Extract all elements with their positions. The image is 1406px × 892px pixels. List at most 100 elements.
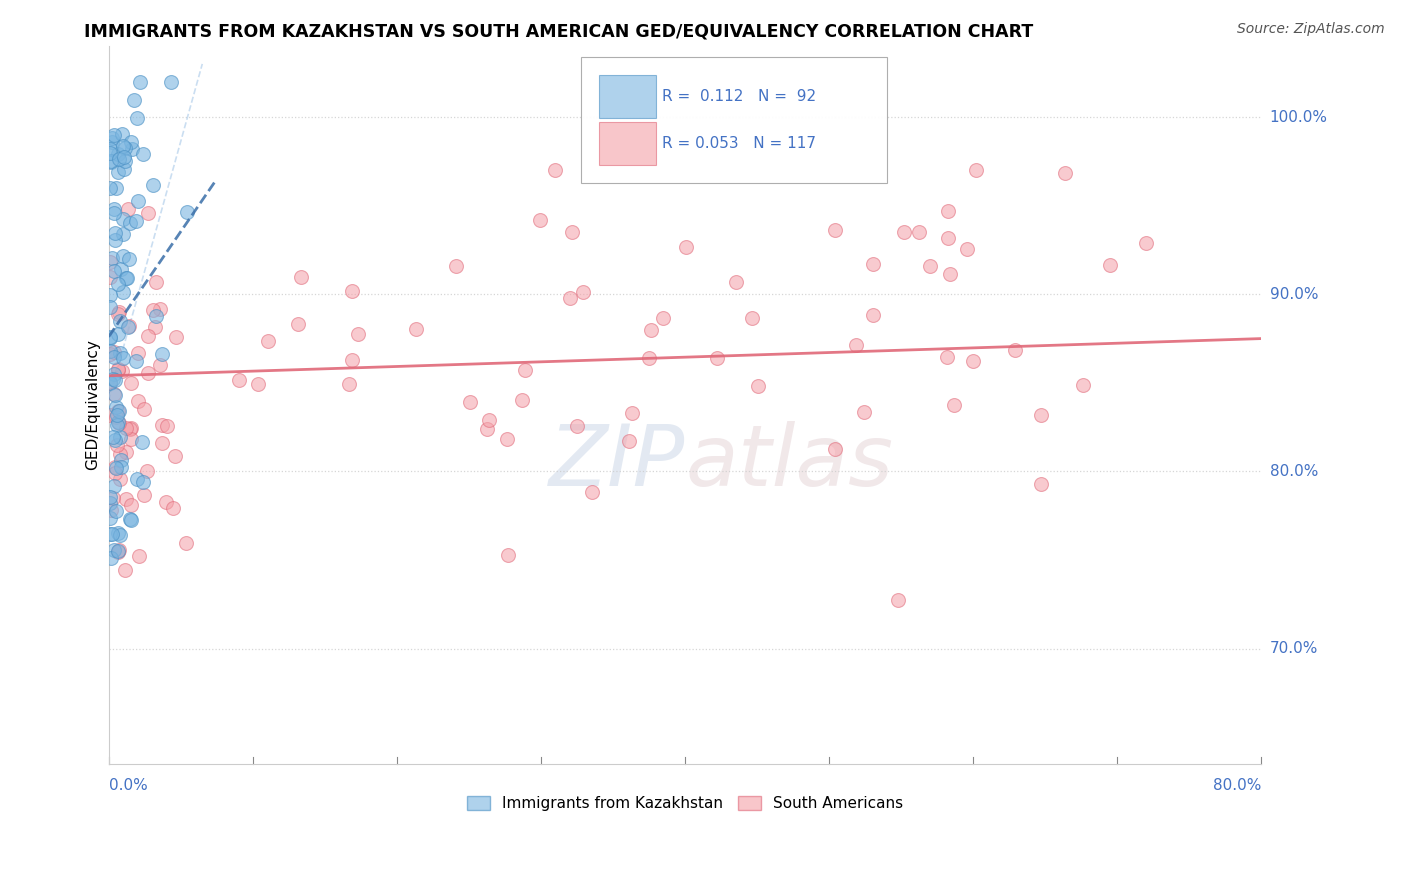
Point	[652, 310, 675, 325]
Point	[638, 351, 661, 365]
Point	[529, 213, 551, 227]
Point	[149, 358, 172, 372]
Point	[101, 130, 124, 145]
Point	[160, 75, 183, 89]
Point	[111, 285, 134, 299]
Point	[107, 326, 129, 341]
Point	[122, 93, 145, 107]
Point	[108, 304, 131, 318]
Point	[98, 270, 121, 285]
Point	[155, 495, 177, 509]
Point	[621, 406, 644, 420]
Point	[98, 288, 121, 302]
Point	[101, 430, 124, 444]
Point	[114, 153, 136, 168]
Point	[112, 150, 135, 164]
Point	[145, 309, 167, 323]
Point	[446, 260, 468, 274]
Point	[107, 307, 129, 321]
Point	[176, 204, 198, 219]
Point	[104, 400, 127, 414]
Point	[129, 75, 152, 89]
Point	[128, 549, 150, 563]
Point	[103, 264, 125, 278]
Point	[100, 502, 122, 516]
Point	[112, 139, 135, 153]
Point	[824, 442, 846, 456]
Point	[163, 449, 186, 463]
Point	[136, 464, 159, 478]
Point	[104, 460, 127, 475]
Point	[107, 153, 129, 167]
Point	[510, 393, 533, 408]
Point	[853, 405, 876, 419]
Point	[337, 376, 360, 391]
Y-axis label: GED/Equivalency: GED/Equivalency	[86, 340, 100, 470]
Point	[136, 328, 159, 343]
Point	[127, 194, 149, 208]
Point	[107, 146, 129, 161]
Point	[120, 512, 142, 526]
Point	[108, 417, 131, 431]
Point	[115, 271, 138, 285]
Point	[115, 421, 138, 435]
Point	[117, 320, 139, 334]
Point	[98, 376, 121, 390]
Point	[112, 351, 135, 366]
Point	[936, 203, 959, 218]
Point	[103, 350, 125, 364]
Point	[1098, 258, 1121, 272]
Point	[120, 421, 142, 435]
Point	[107, 362, 129, 376]
Point	[1029, 408, 1052, 422]
Point	[640, 323, 662, 337]
Point	[862, 257, 884, 271]
Point	[108, 542, 131, 557]
Point	[114, 444, 136, 458]
Point	[112, 227, 135, 242]
Point	[108, 403, 131, 417]
Point	[162, 500, 184, 515]
Point	[120, 432, 142, 446]
Point	[98, 181, 121, 195]
Point	[98, 300, 121, 314]
Point	[101, 527, 124, 541]
Point	[98, 142, 121, 156]
Point	[149, 301, 172, 316]
Point	[114, 141, 136, 155]
Point	[100, 154, 122, 169]
Point	[567, 419, 589, 434]
Point	[105, 504, 128, 518]
Point	[824, 223, 846, 237]
Point	[131, 147, 153, 161]
Text: 90.0%: 90.0%	[1270, 287, 1319, 301]
Point	[121, 142, 143, 156]
Point	[100, 251, 122, 265]
Point	[98, 344, 121, 359]
Point	[965, 163, 987, 178]
Point	[1054, 166, 1077, 180]
Point	[103, 206, 125, 220]
Point	[115, 271, 138, 285]
Point	[142, 178, 165, 192]
Point	[724, 275, 747, 289]
Point	[675, 240, 697, 254]
Point	[862, 308, 884, 322]
Point	[98, 330, 121, 344]
Point	[107, 415, 129, 429]
Point	[98, 255, 121, 269]
Point	[110, 262, 132, 277]
Point	[145, 276, 167, 290]
Text: 70.0%: 70.0%	[1270, 641, 1317, 657]
Point	[617, 434, 640, 448]
Point	[103, 202, 125, 217]
Point	[150, 347, 173, 361]
Point	[105, 418, 128, 433]
Text: R =  0.112   N =  92: R = 0.112 N = 92	[662, 89, 815, 104]
Point	[131, 435, 153, 450]
Point	[1135, 235, 1157, 250]
Point	[104, 227, 127, 241]
Point	[103, 367, 125, 381]
Point	[118, 252, 141, 266]
Point	[103, 345, 125, 359]
